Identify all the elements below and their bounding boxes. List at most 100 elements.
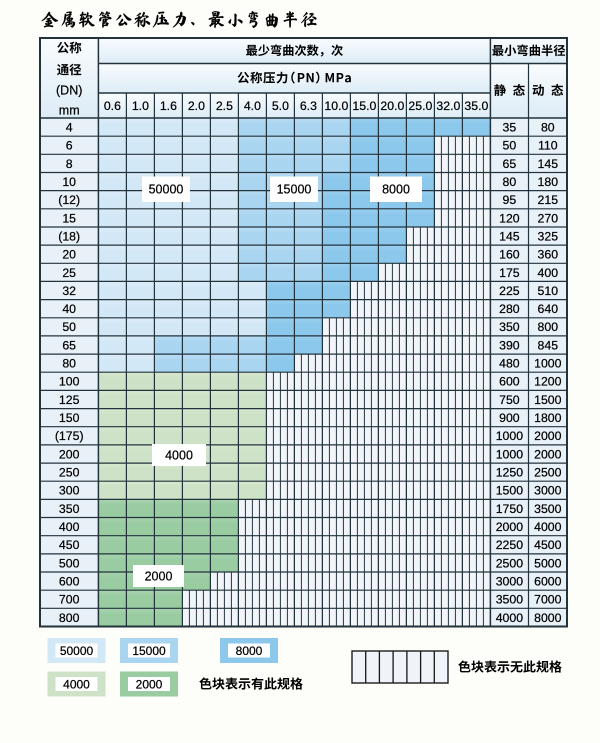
svg-text:800: 800 (59, 611, 80, 625)
svg-text:10.0: 10.0 (324, 99, 348, 113)
svg-text:3000: 3000 (534, 484, 562, 498)
svg-text:400: 400 (59, 520, 80, 534)
svg-text:600: 600 (499, 375, 520, 389)
svg-text:2250: 2250 (496, 538, 524, 552)
svg-text:800: 800 (538, 320, 559, 334)
svg-text:1800: 1800 (534, 411, 562, 425)
svg-text:20.0: 20.0 (380, 99, 404, 113)
svg-text:360: 360 (538, 248, 559, 262)
svg-text:900: 900 (499, 411, 520, 425)
svg-text:270: 270 (538, 211, 559, 225)
svg-text:15: 15 (62, 211, 76, 225)
svg-text:80: 80 (541, 121, 555, 135)
svg-text:65: 65 (62, 338, 76, 352)
svg-text:3500: 3500 (496, 593, 524, 607)
svg-text:0.6: 0.6 (104, 99, 121, 113)
svg-text:750: 750 (499, 393, 520, 407)
svg-text:510: 510 (538, 284, 559, 298)
svg-text:180: 180 (538, 175, 559, 189)
svg-text:4000: 4000 (63, 677, 90, 691)
svg-text:32.0: 32.0 (436, 99, 460, 113)
svg-text:8000: 8000 (534, 611, 562, 625)
svg-text:65: 65 (503, 157, 517, 171)
svg-text:4000: 4000 (534, 520, 562, 534)
svg-text:1000: 1000 (496, 447, 524, 461)
svg-text:1500: 1500 (534, 393, 562, 407)
svg-text:35.0: 35.0 (464, 99, 488, 113)
svg-text:2000: 2000 (534, 447, 562, 461)
svg-text:32: 32 (62, 284, 76, 298)
svg-text:2500: 2500 (496, 556, 524, 570)
svg-text:2000: 2000 (534, 429, 562, 443)
svg-text:7000: 7000 (534, 593, 562, 607)
svg-text:2000: 2000 (145, 569, 173, 583)
svg-text:50: 50 (62, 320, 76, 334)
svg-text:1200: 1200 (534, 375, 562, 389)
svg-text:450: 450 (59, 538, 80, 552)
svg-text:390: 390 (499, 338, 520, 352)
svg-text:6: 6 (66, 139, 73, 153)
svg-text:600: 600 (59, 575, 80, 589)
svg-text:3000: 3000 (496, 575, 524, 589)
svg-text:110: 110 (538, 139, 558, 153)
svg-text:1.6: 1.6 (160, 99, 177, 113)
svg-text:400: 400 (538, 266, 559, 280)
svg-text:8: 8 (66, 157, 73, 171)
svg-text:1000: 1000 (534, 357, 562, 371)
svg-text:25.0: 25.0 (408, 99, 432, 113)
svg-text:15.0: 15.0 (352, 99, 376, 113)
svg-text:35: 35 (503, 121, 517, 135)
svg-text:95: 95 (503, 193, 517, 207)
svg-text:8000: 8000 (382, 183, 410, 197)
svg-text:2500: 2500 (534, 466, 562, 480)
svg-text:(12): (12) (58, 193, 80, 207)
svg-text:250: 250 (59, 466, 80, 480)
svg-text:4000: 4000 (165, 448, 193, 462)
svg-text:145: 145 (538, 157, 559, 171)
svg-text:350: 350 (499, 320, 520, 334)
svg-text:20: 20 (62, 248, 76, 262)
svg-text:500: 500 (59, 556, 80, 570)
svg-text:5.0: 5.0 (272, 99, 289, 113)
svg-text:2000: 2000 (136, 677, 163, 691)
svg-text:2000: 2000 (496, 520, 524, 534)
svg-text:160: 160 (499, 248, 520, 262)
svg-text:25: 25 (62, 266, 76, 280)
svg-text:200: 200 (59, 447, 80, 461)
svg-text:640: 640 (538, 302, 559, 316)
svg-text:845: 845 (538, 338, 559, 352)
svg-text:80: 80 (62, 357, 76, 371)
svg-text:1.0: 1.0 (132, 99, 149, 113)
svg-text:225: 225 (499, 284, 520, 298)
svg-text:120: 120 (499, 211, 520, 225)
svg-text:15000: 15000 (277, 183, 312, 197)
svg-text:3500: 3500 (534, 502, 562, 516)
svg-text:6000: 6000 (534, 575, 562, 589)
svg-text:1500: 1500 (496, 484, 524, 498)
svg-text:100: 100 (59, 375, 80, 389)
svg-text:2.5: 2.5 (216, 99, 233, 113)
svg-text:325: 325 (538, 229, 559, 243)
svg-text:(DN): (DN) (56, 83, 82, 97)
svg-text:480: 480 (499, 357, 520, 371)
svg-text:50000: 50000 (149, 183, 184, 197)
svg-text:300: 300 (59, 484, 80, 498)
svg-text:8000: 8000 (236, 644, 263, 658)
svg-text:(175): (175) (55, 429, 84, 443)
svg-text:15000: 15000 (132, 644, 166, 658)
svg-text:145: 145 (499, 229, 520, 243)
svg-text:4000: 4000 (496, 611, 524, 625)
svg-text:4500: 4500 (534, 538, 562, 552)
svg-text:6.3: 6.3 (300, 99, 317, 113)
svg-text:5000: 5000 (534, 556, 562, 570)
svg-text:80: 80 (503, 175, 517, 189)
svg-text:40: 40 (62, 302, 76, 316)
svg-text:50000: 50000 (60, 644, 94, 658)
svg-text:1750: 1750 (496, 502, 524, 516)
svg-text:(18): (18) (58, 229, 80, 243)
svg-text:50: 50 (503, 139, 517, 153)
svg-text:10: 10 (62, 175, 76, 189)
svg-text:150: 150 (59, 411, 80, 425)
svg-text:4.0: 4.0 (244, 99, 261, 113)
svg-text:4: 4 (66, 121, 73, 135)
